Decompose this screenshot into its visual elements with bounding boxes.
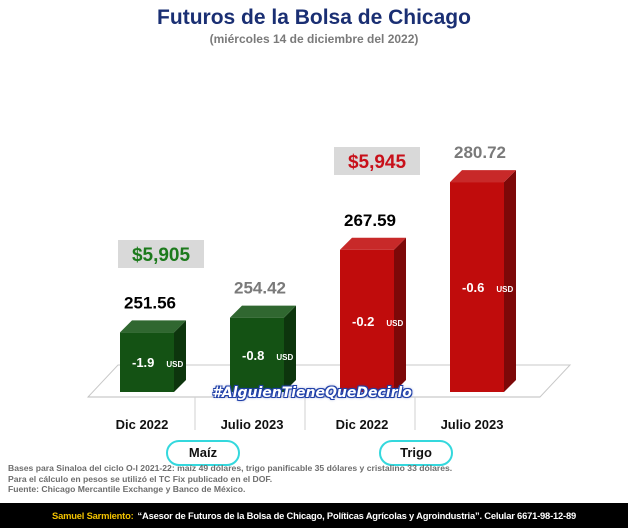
bar-front-face — [120, 332, 174, 392]
bar-top-face — [340, 237, 406, 250]
data-label-change: -0.2 — [352, 314, 374, 329]
category-label: Dic 2022 — [336, 417, 389, 432]
bar-top-face — [450, 170, 516, 183]
bar-chart: 251.56 -1.9 USD Dic 2022 254.42 -0.8 USD Julio … — [86, 143, 572, 432]
data-label-value: 251.56 — [124, 293, 176, 312]
footnote-exchange-rate: Para el cálculo en pesos se utilizó el T… — [8, 473, 273, 484]
chart-subtitle: (miércoles 14 de diciembre del 2022) — [209, 32, 419, 46]
footer-bar: Samuel Sarmiento: “Asesor de Futuros de … — [0, 503, 628, 528]
data-label-value: 280.72 — [454, 143, 506, 162]
bar-top-face — [120, 320, 186, 333]
data-label-unit: USD — [386, 319, 403, 328]
bar-front-face — [450, 182, 504, 392]
price-box-maiz — [118, 240, 204, 268]
bar-front-face — [230, 317, 284, 392]
category-label: Julio 2023 — [441, 417, 504, 432]
price-box-trigo — [334, 147, 420, 175]
footnote-source: Fuente: Chicago Mercantile Exchange y Ba… — [8, 484, 246, 494]
chart-title: Futuros de la Bolsa de Chicago — [157, 6, 471, 29]
data-label-change: -1.9 — [132, 355, 154, 370]
bar-front-face — [340, 249, 394, 392]
bar-side-face — [174, 320, 186, 392]
data-label-unit: USD — [276, 353, 293, 362]
bar-4 — [450, 170, 516, 392]
data-label-unit: USD — [166, 360, 183, 369]
footer-description: “Asesor de Futuros de la Bolsa de Chicag… — [137, 510, 577, 521]
category-label: Dic 2022 — [116, 417, 169, 432]
bar-side-face — [504, 170, 516, 392]
watermark-hashtag: #AlguienTieneQueDecirlo — [212, 385, 412, 401]
price-label-trigo: $5,945 — [348, 152, 407, 173]
price-label-maiz: $5,905 — [132, 245, 191, 266]
data-label-change: -0.8 — [242, 348, 264, 363]
bar-3 — [340, 237, 406, 392]
footnotes: Bases para Sinaloa del ciclo O-I 2021-22… — [8, 463, 620, 495]
bar-side-face — [284, 305, 296, 392]
bar-2 — [230, 305, 296, 392]
footnote-bases: Bases para Sinaloa del ciclo O-I 2021-22… — [8, 463, 453, 473]
data-label-value: 267.59 — [344, 211, 396, 230]
data-label-value: 254.42 — [234, 279, 286, 298]
group-label-trigo: Trigo — [379, 440, 453, 466]
bar-top-face — [230, 305, 296, 318]
bar-side-face — [394, 237, 406, 392]
category-label: Julio 2023 — [221, 417, 284, 432]
group-label-maiz: Maíz — [166, 440, 240, 466]
data-label-unit: USD — [496, 285, 513, 294]
data-label-change: -0.6 — [462, 280, 484, 295]
footer-author: Samuel Sarmiento: — [52, 510, 134, 521]
bar-1 — [120, 320, 186, 392]
